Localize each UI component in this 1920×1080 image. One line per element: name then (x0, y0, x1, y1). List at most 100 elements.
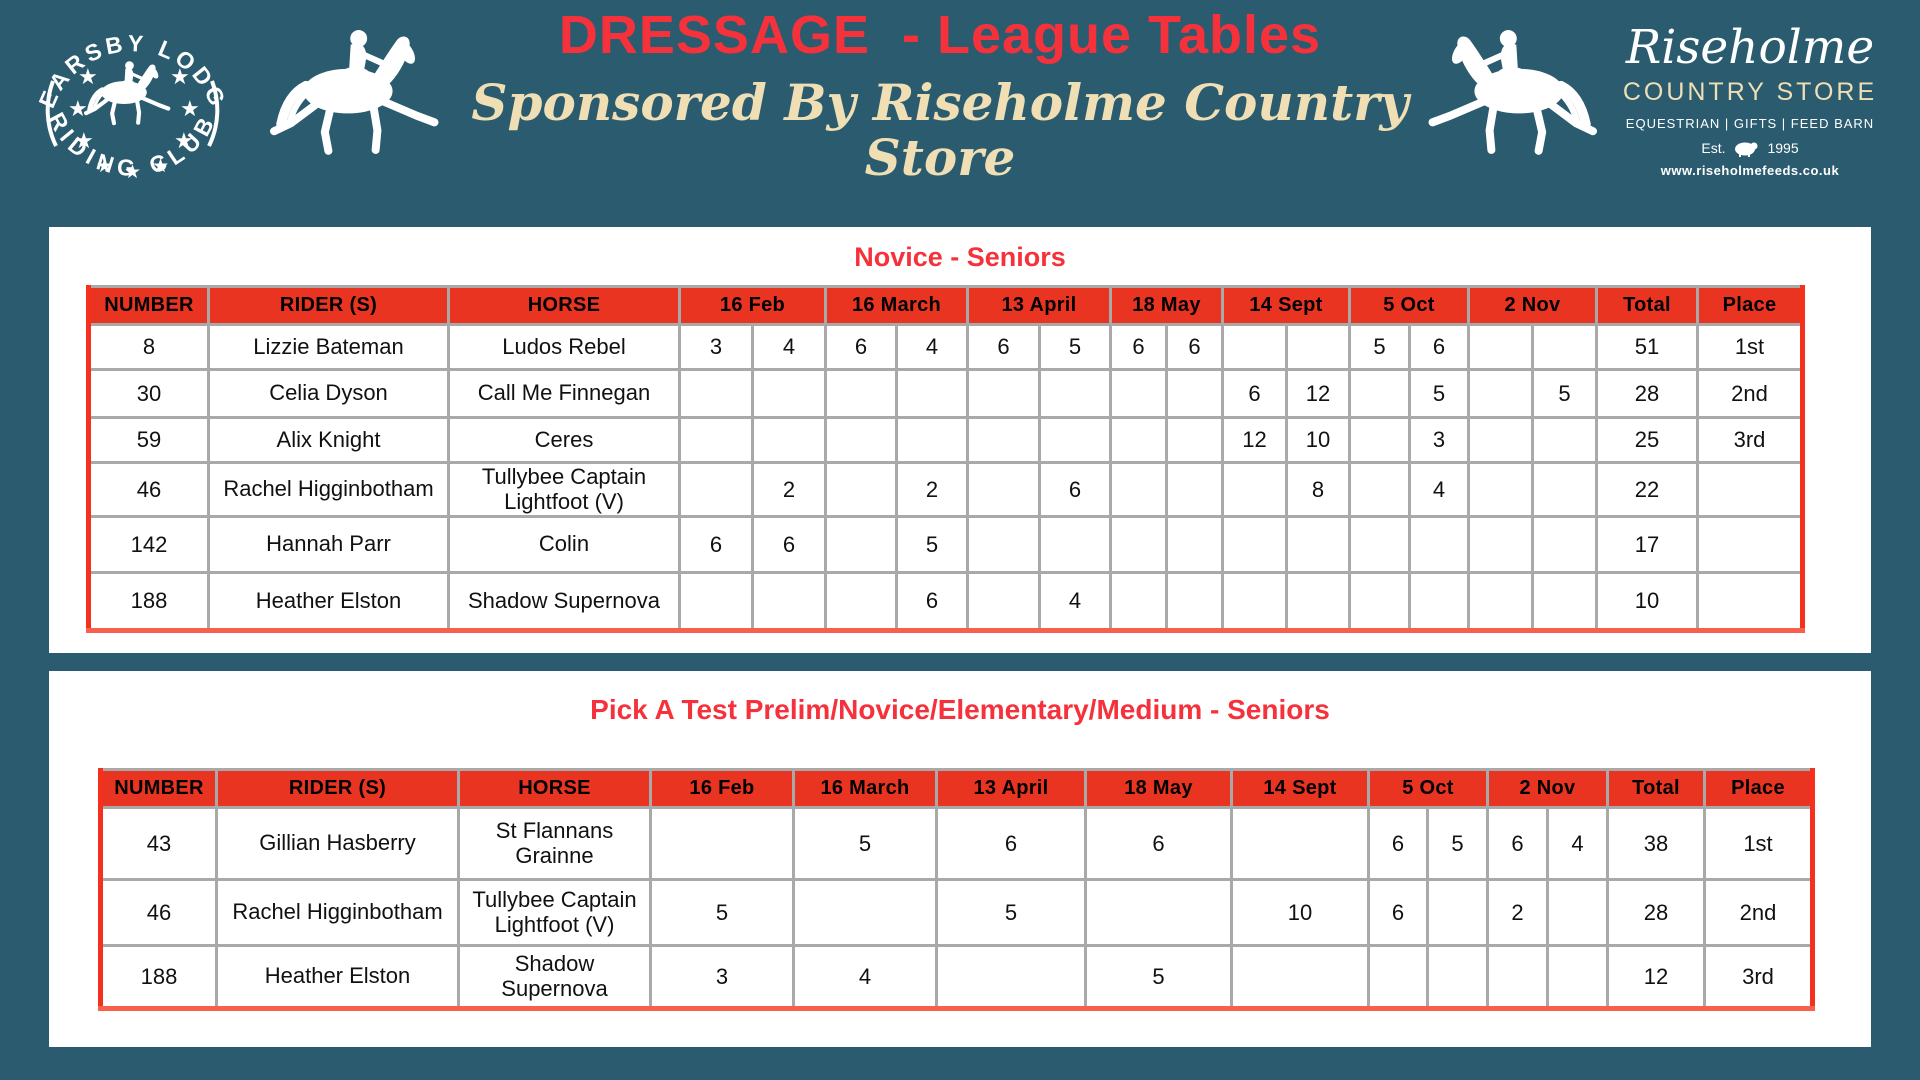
horse-cell: Ceres (447, 416, 681, 464)
score-cell (1531, 323, 1598, 371)
score-cell (1285, 323, 1351, 371)
score-cell (1546, 878, 1609, 947)
score-cell: 4 (895, 323, 969, 371)
score-cell (1467, 515, 1534, 574)
score-cell: 4 (1408, 461, 1470, 518)
score-cell (1426, 878, 1489, 947)
col-header-total: Total (1606, 768, 1706, 809)
col-header-rider: RIDER (S) (207, 285, 450, 326)
svg-text:★: ★ (152, 155, 169, 177)
score-cell (1285, 571, 1351, 632)
table-row: 188 Heather Elston Shadow Supernova 6 4 10 (87, 571, 1804, 632)
col-header-number: NUMBER (99, 768, 218, 809)
sponsor-store-line: COUNTRY STORE (1622, 78, 1878, 106)
horse-cell: Ludos Rebel (447, 323, 681, 371)
score-cell (1038, 416, 1112, 464)
score-cell: 6 (1109, 323, 1168, 371)
sponsor-name: Riseholme (1625, 20, 1875, 75)
score-cell (1467, 368, 1534, 419)
score-cell: 5 (1084, 944, 1233, 1010)
score-cell: 6 (1367, 806, 1429, 881)
score-cell: 3 (649, 944, 795, 1010)
rider-cell: Celia Dyson (207, 368, 450, 419)
table-row: 142 Hannah Parr Colin 6 6 5 17 (87, 515, 1804, 574)
horse-rider-icon (266, 16, 471, 168)
score-cell (1038, 368, 1112, 419)
badge-arc-right (207, 80, 220, 147)
score-cell (1109, 416, 1168, 464)
col-header-date: 16 Feb (649, 768, 795, 809)
col-header-horse: HORSE (457, 768, 652, 809)
est-year: 1995 (1767, 140, 1799, 156)
rider-cell: Rachel Higginbotham (215, 878, 460, 947)
svg-text:★: ★ (180, 97, 200, 122)
score-cell (1546, 944, 1609, 1010)
score-cell: 10 (1230, 878, 1370, 947)
total-cell: 10 (1595, 571, 1699, 632)
col-header-date: 13 April (935, 768, 1087, 809)
table-row: 59 Alix Knight Ceres 12 10 3 25 3rd (87, 416, 1804, 464)
total-cell: 25 (1595, 416, 1699, 464)
rider-cell: Heather Elston (207, 571, 450, 632)
col-header-total: Total (1595, 285, 1699, 326)
col-header-date: 5 Oct (1348, 285, 1470, 326)
score-cell (751, 416, 827, 464)
score-cell: 10 (1285, 416, 1351, 464)
col-header-place: Place (1703, 768, 1814, 809)
sponsor-website: www.riseholmefeeds.co.uk (1660, 163, 1840, 178)
total-cell: 22 (1595, 461, 1699, 518)
rider-cell: Rachel Higginbotham (207, 461, 450, 518)
score-cell (966, 461, 1041, 518)
col-header-place: Place (1696, 285, 1804, 326)
score-cell (1165, 416, 1224, 464)
score-cell (1165, 515, 1224, 574)
score-cell (824, 368, 898, 419)
horse-cell: Colin (447, 515, 681, 574)
rider-cell: Gillian Hasberry (215, 806, 460, 881)
novice-seniors-panel: Novice - Seniors NUMBER RIDER (S) HORSE 16 … (49, 227, 1871, 653)
score-cell: 4 (1038, 571, 1112, 632)
col-header-date: 14 Sept (1230, 768, 1370, 809)
score-cell: 5 (792, 806, 938, 881)
number-cell: 142 (87, 515, 210, 574)
score-cell: 6 (1408, 323, 1470, 371)
rider-cell: Lizzie Bateman (207, 323, 450, 371)
svg-text:★: ★ (170, 65, 190, 90)
horse-cell: Tullybee Captain Lightfoot (V) (447, 461, 681, 518)
table-row: 30 Celia Dyson Call Me Finnegan 6 12 5 5 28 2nd (87, 368, 1804, 419)
title-block: DRESSAGE - League Tables Sponsored By Ri… (470, 5, 1410, 185)
horse-rider-icon (1396, 16, 1601, 168)
rider-cell: Hannah Parr (207, 515, 450, 574)
score-cell (1531, 461, 1598, 518)
table-row: 46 Rachel Higginbotham Tullybee Captain Li… (99, 878, 1814, 947)
score-cell: 12 (1285, 368, 1351, 419)
total-cell: 51 (1595, 323, 1699, 371)
score-cell (1348, 461, 1411, 518)
col-header-date: 13 April (966, 285, 1112, 326)
table-row: 46 Rachel Higginbotham Tullybee Captain Li… (87, 461, 1804, 518)
pick-a-test-table: NUMBER RIDER (S) HORSE 16 Feb 16 March 13 Apr… (98, 768, 1815, 1011)
col-header-date: 18 May (1109, 285, 1224, 326)
score-cell: 6 (1221, 368, 1288, 419)
score-cell (751, 368, 827, 419)
sheep-crest-icon (1735, 142, 1758, 157)
col-header-rider: RIDER (S) (215, 768, 460, 809)
page-title: DRESSAGE - League Tables (558, 5, 1322, 65)
score-cell: 6 (895, 571, 969, 632)
score-cell (1367, 944, 1429, 1010)
table-row: 43 Gillian Hasberry St Flannans Grainne 5 6 6… (99, 806, 1814, 881)
number-cell: 188 (99, 944, 218, 1010)
score-cell: 6 (678, 515, 754, 574)
page-header: REARSBY LODGE RIDING CLUB ★★ ★★ ★★ ★★ ★ … (0, 0, 1920, 227)
col-header-date: 16 Feb (678, 285, 827, 326)
score-cell: 6 (966, 323, 1041, 371)
number-cell: 59 (87, 416, 210, 464)
score-cell (935, 944, 1087, 1010)
col-header-date: 18 May (1084, 768, 1233, 809)
place-cell (1696, 571, 1804, 632)
score-cell (895, 416, 969, 464)
col-header-date: 14 Sept (1221, 285, 1351, 326)
sponsor-logo: Riseholme COUNTRY STORE EQUESTRIAN | GIF… (1610, 24, 1890, 178)
score-cell: 2 (751, 461, 827, 518)
svg-text:★: ★ (68, 97, 88, 122)
